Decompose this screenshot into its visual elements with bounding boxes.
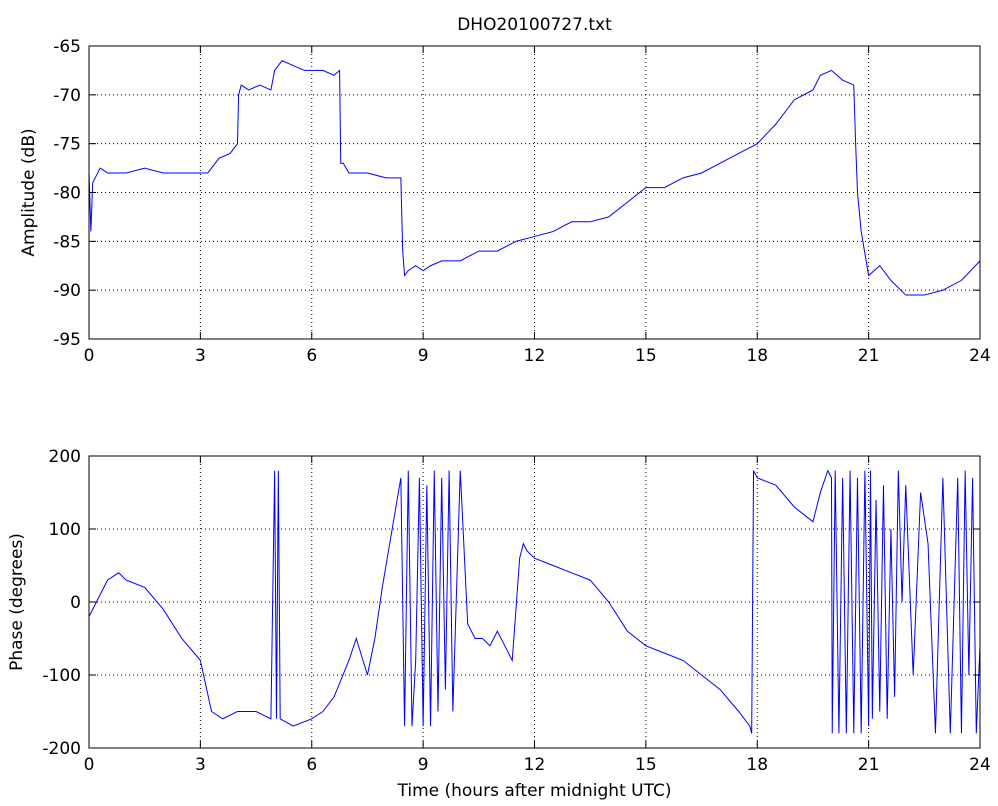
phase-y-tick-label: 0 <box>70 593 81 613</box>
amplitude-y-tick-label: -80 <box>53 184 81 204</box>
phase-y-tick-label: -200 <box>42 739 81 759</box>
phase-y-axis-label: Phase (degrees) <box>7 533 27 671</box>
phase-x-tick-label: 9 <box>418 755 429 775</box>
amplitude-y-tick-label: -75 <box>53 135 81 155</box>
phase-grid <box>89 456 980 748</box>
phase-panel: 0 3 6 9 12 15 18 21 24 200 100 0 -100 -200 Time (hours… <box>7 447 991 801</box>
phase-y-tick-label: -100 <box>42 666 81 686</box>
amplitude-x-tick-label: 18 <box>746 346 768 366</box>
phase-x-tick-label: 21 <box>858 755 880 775</box>
amplitude-x-tick-label: 3 <box>195 346 206 366</box>
amplitude-x-tick-label: 9 <box>418 346 429 366</box>
amplitude-x-tick-label: 12 <box>524 346 546 366</box>
phase-x-tick-label: 6 <box>306 755 317 775</box>
amplitude-y-tick-label: -90 <box>53 281 81 301</box>
phase-x-tick-label: 18 <box>746 755 768 775</box>
amplitude-series-line <box>88 60 981 296</box>
amplitude-y-axis-label: Amplitude (dB) <box>19 128 39 256</box>
chart-title: DHO20100727.txt <box>457 15 612 35</box>
amplitude-y-tick-label: -95 <box>53 330 81 350</box>
amplitude-panel: 0 3 6 9 12 15 18 21 24 -65 -70 -75 -80 -85 -90 -95 DHO20… <box>19 15 991 366</box>
phase-series-line <box>88 469 981 734</box>
phase-x-tick-label: 24 <box>969 755 991 775</box>
amplitude-x-tick-label: 0 <box>84 346 95 366</box>
phase-x-axis-label: Time (hours after midnight UTC) <box>396 781 671 801</box>
amplitude-y-tick-label: -85 <box>53 232 81 252</box>
amplitude-x-tick-label: 21 <box>858 346 880 366</box>
phase-x-tick-label: 15 <box>635 755 657 775</box>
phase-x-tick-label: 3 <box>195 755 206 775</box>
amplitude-x-tick-label: 6 <box>306 346 317 366</box>
amplitude-x-tick-label: 24 <box>969 346 991 366</box>
amplitude-y-tick-label: -70 <box>53 86 81 106</box>
amplitude-y-tick-label: -65 <box>53 37 81 57</box>
phase-x-tick-label: 0 <box>84 755 95 775</box>
phase-y-tick-label: 100 <box>49 520 81 540</box>
phase-x-tick-label: 12 <box>524 755 546 775</box>
amplitude-x-tick-label: 15 <box>635 346 657 366</box>
phase-y-tick-label: 200 <box>49 447 81 467</box>
